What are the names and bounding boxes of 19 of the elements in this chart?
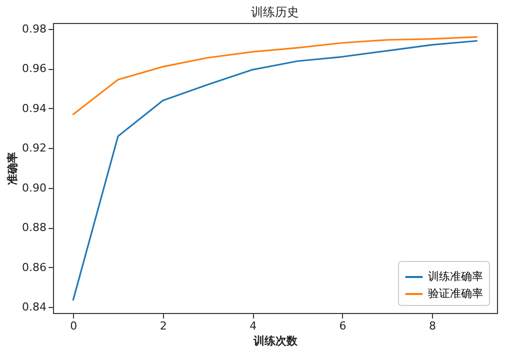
y-tick-label: 0.96: [22, 62, 46, 76]
chart-title: 训练历史: [251, 4, 299, 19]
x-tick-label: 6: [339, 320, 346, 332]
x-axis-title: 训练次数: [252, 334, 298, 348]
legend-label: 验证准确率: [428, 287, 483, 300]
x-tick-label: 0: [70, 320, 78, 332]
line-series: [72, 36, 478, 116]
y-tick-label: 0.86: [22, 260, 46, 274]
y-axis-title: 准确率: [6, 152, 20, 185]
y-tick-label: 0.92: [22, 142, 46, 155]
y-tick-label: 0.98: [22, 22, 46, 36]
y-tick-label: 0.88: [22, 221, 46, 234]
legend-label: 训练准确率: [428, 270, 483, 283]
y-tick-label: 0.94: [22, 102, 46, 115]
x-tick-label: 2: [160, 320, 167, 332]
y-tick-label: 0.90: [22, 181, 46, 194]
x-tick-label: 8: [428, 320, 436, 332]
x-tick-label: 4: [250, 320, 257, 332]
y-tick-label: 0.84: [22, 300, 46, 314]
